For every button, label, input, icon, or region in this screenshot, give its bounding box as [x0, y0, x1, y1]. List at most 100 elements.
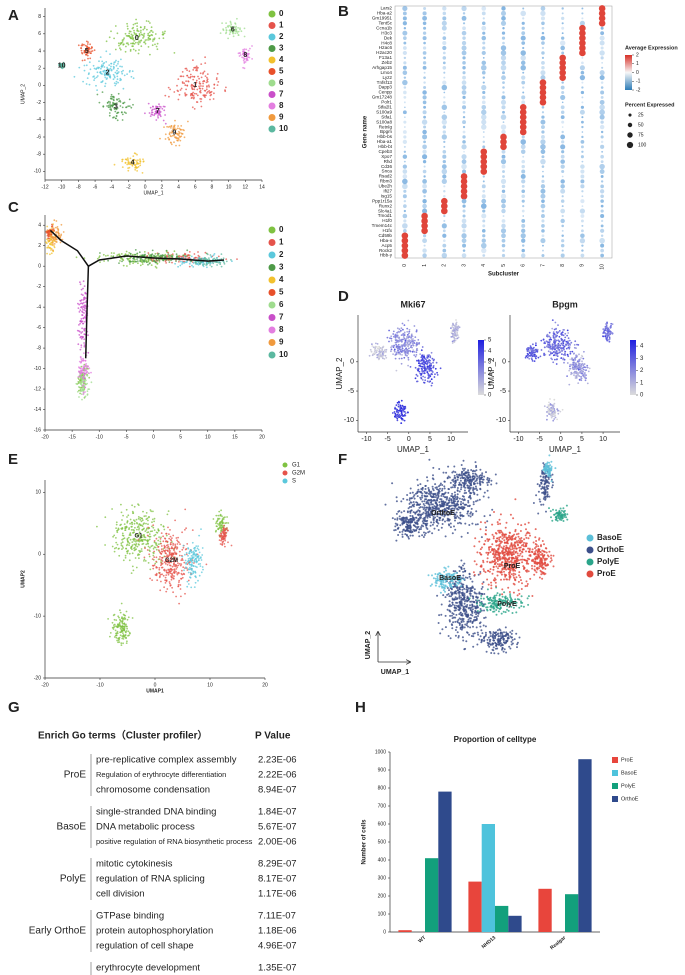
point	[131, 552, 134, 555]
point	[562, 334, 565, 337]
background-dot	[600, 95, 604, 99]
point	[184, 92, 186, 94]
background-dot	[441, 114, 448, 120]
background-dot	[580, 233, 585, 239]
point	[172, 128, 175, 131]
point	[180, 75, 183, 78]
point	[146, 549, 149, 551]
background-dot	[500, 50, 507, 56]
background-dot	[580, 140, 585, 144]
point	[178, 602, 181, 605]
point	[426, 356, 428, 358]
background-dot	[403, 229, 407, 233]
point	[80, 360, 83, 362]
point	[413, 325, 416, 327]
y-tick-label: -5	[348, 388, 354, 395]
point	[577, 344, 580, 346]
point	[394, 407, 396, 410]
point	[128, 634, 130, 637]
point	[575, 365, 577, 368]
expression-dot	[598, 19, 606, 27]
point	[535, 342, 537, 345]
point	[558, 335, 561, 338]
point	[136, 29, 139, 32]
point	[82, 391, 85, 394]
point	[417, 367, 420, 370]
point	[126, 540, 129, 543]
point	[79, 379, 81, 382]
point	[87, 57, 89, 60]
background-dot	[600, 31, 605, 36]
point	[97, 67, 100, 70]
point	[101, 65, 104, 68]
background-dot	[600, 180, 604, 183]
point	[220, 265, 223, 268]
background-dot	[579, 208, 586, 214]
point	[119, 105, 122, 107]
background-dot	[443, 76, 446, 79]
point	[165, 569, 168, 572]
point	[604, 332, 607, 335]
background-dot	[462, 12, 466, 15]
point	[583, 375, 586, 378]
background-dot	[540, 214, 545, 218]
point	[217, 522, 219, 525]
point	[125, 508, 128, 511]
background-dot	[561, 81, 564, 84]
point	[555, 352, 558, 355]
background-dot	[581, 160, 584, 163]
point	[152, 547, 155, 550]
point	[127, 105, 130, 108]
point	[93, 79, 95, 81]
point	[532, 353, 534, 356]
point	[400, 357, 403, 360]
background-dot	[502, 91, 505, 94]
point	[135, 159, 137, 162]
point	[547, 350, 550, 353]
point	[126, 627, 128, 630]
point	[125, 642, 128, 644]
point	[426, 362, 429, 364]
point	[560, 337, 563, 340]
gene-label: Hbb-y	[380, 253, 393, 258]
background-dot	[462, 56, 466, 60]
point	[115, 632, 118, 635]
point	[450, 331, 453, 334]
point	[205, 262, 208, 265]
point	[140, 550, 143, 552]
point	[388, 329, 390, 332]
point	[160, 523, 163, 526]
background-dot	[481, 60, 487, 66]
point	[139, 31, 142, 34]
cluster-label: 7	[156, 108, 160, 115]
background-dot	[580, 184, 585, 189]
point	[112, 535, 114, 538]
point	[408, 328, 411, 331]
point	[453, 332, 456, 335]
point	[454, 329, 457, 331]
point	[126, 163, 129, 166]
background-dot	[561, 169, 565, 174]
background-dot	[541, 135, 545, 139]
point	[569, 365, 571, 368]
point	[400, 344, 403, 347]
background-dot	[442, 243, 447, 248]
background-dot	[441, 84, 448, 91]
point	[117, 92, 120, 95]
point	[195, 79, 198, 82]
point	[110, 255, 113, 257]
point	[138, 544, 140, 546]
point	[113, 618, 116, 621]
y-tick-label: -10	[34, 613, 41, 619]
background-dot	[560, 218, 565, 224]
point	[585, 374, 587, 377]
point	[569, 358, 572, 361]
point	[417, 339, 420, 341]
point	[243, 35, 246, 38]
point	[166, 513, 169, 516]
point	[125, 34, 128, 37]
point	[531, 360, 534, 362]
legend-swatch	[268, 264, 276, 271]
point	[106, 67, 109, 70]
background-dot	[599, 169, 605, 174]
